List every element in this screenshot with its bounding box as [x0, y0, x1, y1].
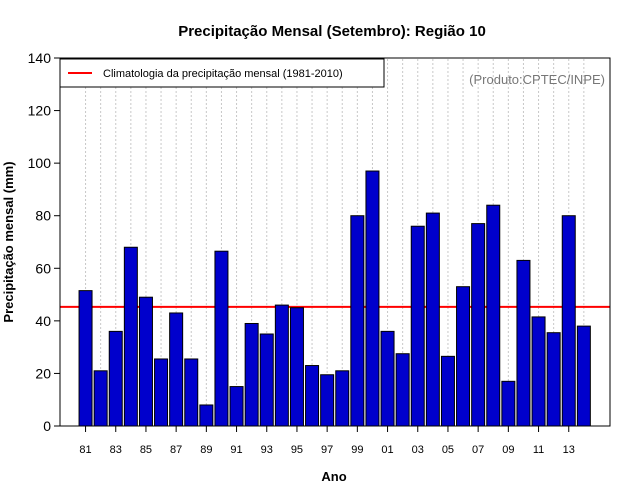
bar-2009 [501, 380, 516, 427]
bar-1996 [305, 365, 320, 427]
x-tick-label: 93 [261, 444, 273, 456]
y-tick-label: 40 [35, 313, 51, 329]
bar-1989 [199, 404, 214, 427]
bar-2010 [516, 259, 531, 427]
y-tick-label: 0 [43, 418, 51, 434]
bar-1988 [184, 358, 199, 427]
y-axis-label: Precipitação mensal (mm) [1, 161, 16, 322]
x-tick-label: 07 [472, 444, 484, 456]
bar-1982 [93, 370, 108, 427]
bar-2011 [531, 316, 546, 427]
bar-1981 [78, 290, 93, 427]
x-axis: 81 83 85 87 89 91 93 95 97 99 01 03 05 07 09 11 13 [79, 425, 575, 456]
bar-1993 [259, 333, 274, 427]
y-tick-label: 120 [28, 103, 52, 119]
bar-2008 [486, 204, 501, 427]
y-tick-label: 100 [28, 155, 52, 171]
x-tick-label: 81 [79, 444, 91, 456]
bar-1986 [154, 358, 169, 427]
bars-layer [78, 170, 591, 427]
bar-1995 [289, 307, 304, 427]
bar-1983 [108, 330, 123, 427]
x-tick-label: 85 [140, 444, 152, 456]
bar-2005 [440, 355, 455, 427]
bar-1994 [274, 304, 289, 427]
bar-2001 [380, 330, 395, 427]
x-tick-label: 95 [291, 444, 303, 456]
x-axis-label: Ano [321, 469, 346, 484]
legend-climatology-label: Climatologia da precipitação mensal (198… [103, 68, 343, 80]
y-tick-label: 60 [35, 260, 51, 276]
y-tick-label: 20 [35, 365, 51, 381]
y-tick-label: 80 [35, 208, 51, 224]
x-tick-label: 13 [563, 444, 575, 456]
bar-2002 [395, 353, 410, 427]
bar-1985 [138, 296, 153, 427]
x-tick-label: 91 [230, 444, 242, 456]
x-tick-label: 09 [502, 444, 514, 456]
bar-1987 [169, 312, 184, 427]
x-tick-label: 11 [533, 444, 544, 456]
bar-1999 [350, 215, 365, 427]
bar-2003 [410, 225, 425, 427]
bar-2013 [561, 215, 576, 427]
y-axis: 0 20 40 60 80 100 120 140 [28, 50, 61, 434]
credit-text: (Produto:CPTEC/INPE) [469, 72, 605, 87]
x-tick-label: 99 [351, 444, 363, 456]
bar-1997 [320, 374, 335, 427]
legend: Climatologia da precipitação mensal (198… [59, 58, 385, 88]
bar-1991 [229, 386, 244, 427]
bar-2004 [425, 212, 440, 427]
x-tick-label: 03 [412, 444, 424, 456]
bar-2000 [365, 170, 380, 427]
x-tick-label: 05 [442, 444, 454, 456]
bar-1998 [335, 370, 350, 427]
x-tick-label: 89 [200, 444, 212, 456]
bar-2012 [546, 332, 561, 427]
bar-2007 [471, 223, 486, 427]
bar-2006 [456, 286, 471, 427]
bar-1992 [244, 322, 259, 427]
y-tick-label: 140 [28, 50, 52, 66]
bar-2014 [576, 325, 591, 427]
bar-1990 [214, 250, 229, 427]
x-tick-label: 97 [321, 444, 333, 456]
x-tick-label: 83 [110, 444, 122, 456]
legend-box [59, 58, 385, 88]
x-tick-label: 87 [170, 444, 182, 456]
x-tick-label: 01 [381, 444, 393, 456]
bar-1984 [123, 246, 138, 427]
chart-title: Precipitação Mensal (Setembro): Região 1… [178, 23, 486, 40]
